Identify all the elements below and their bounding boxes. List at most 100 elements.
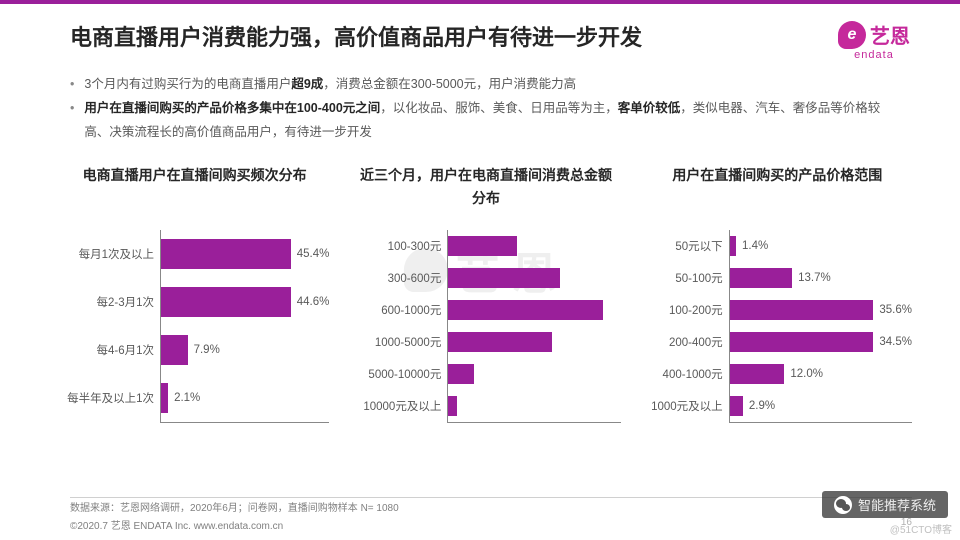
bar-row: 每2-3月1次 44.6% bbox=[60, 278, 329, 326]
bar-label: 50-100元 bbox=[643, 270, 729, 286]
bar-area: 35.6% bbox=[729, 294, 912, 326]
bullet-text: 用户在直播间购买的产品价格多集中在100-400元之间，以化妆品、服饰、美食、日… bbox=[84, 97, 890, 145]
wechat-tag: 智能推荐系统 bbox=[822, 491, 948, 518]
bar-row: 50-100元 13.7% bbox=[643, 262, 912, 294]
bar bbox=[448, 364, 474, 384]
bar-row: 1000元及以上2.9% bbox=[643, 390, 912, 422]
page-title: 电商直播用户消费能力强，高价值商品用户有待进一步开发 bbox=[70, 20, 838, 52]
chart-title: 电商直播用户在直播间购买频次分布 bbox=[60, 164, 329, 212]
bar-row: 600-1000元 bbox=[351, 294, 620, 326]
bar-label: 每半年及以上1次 bbox=[60, 390, 160, 406]
bar-row: 每半年及以上1次 2.1% bbox=[60, 374, 329, 422]
chart-title: 用户在直播间购买的产品价格范围 bbox=[643, 164, 912, 212]
bar-area: 13.7% bbox=[729, 262, 912, 294]
blog-tag: @51CTO博客 bbox=[890, 521, 952, 536]
charts-container: 电商直播用户在直播间购买频次分布每月1次及以上 45.4% 每2-3月1次 44.6%… bbox=[0, 144, 960, 423]
x-axis bbox=[447, 422, 620, 423]
bar-value: 34.5% bbox=[879, 336, 912, 348]
bar bbox=[730, 364, 785, 384]
bar-area: 45.4% bbox=[160, 230, 329, 278]
bullet-pre: 3个月内有过购买行为的电商直播用户 bbox=[84, 77, 291, 91]
bar-label: 1000元及以上 bbox=[643, 398, 729, 414]
bar-row: 300-600元 bbox=[351, 262, 620, 294]
bullet-bold: 超9成 bbox=[291, 77, 323, 91]
bar-area bbox=[447, 358, 620, 390]
bar-area: 7.9% bbox=[160, 326, 329, 374]
bar-row: 400-1000元 12.0% bbox=[643, 358, 912, 390]
bar-area: 2.9% bbox=[729, 390, 912, 422]
bullet-list: • 3个月内有过购买行为的电商直播用户超9成，消费总金额在300-5000元，用… bbox=[0, 61, 960, 144]
bar-row: 100-200元35.6% bbox=[643, 294, 912, 326]
bar bbox=[161, 239, 291, 269]
bullet-dot-icon: • bbox=[70, 73, 74, 97]
bar bbox=[730, 268, 792, 288]
chart-body: 100-300元 300-600元 600-1000元 1000-5000元 5000-… bbox=[351, 230, 620, 423]
bar bbox=[448, 396, 457, 416]
bar bbox=[448, 268, 560, 288]
bar bbox=[730, 236, 736, 256]
bar-value: 44.6% bbox=[297, 296, 330, 308]
bar-row: 每4-6月1次 7.9% bbox=[60, 326, 329, 374]
bar-row: 5000-10000元 bbox=[351, 358, 620, 390]
bullet-text: 3个月内有过购买行为的电商直播用户超9成，消费总金额在300-5000元，用户消… bbox=[84, 73, 576, 97]
bar-label: 50元以下 bbox=[643, 238, 729, 254]
bar-value: 45.4% bbox=[297, 248, 330, 260]
logo-subtext: endata bbox=[854, 49, 894, 61]
wechat-tag-text: 智能推荐系统 bbox=[858, 495, 936, 514]
bullet-bold: 客单价较低 bbox=[618, 101, 681, 115]
bar-area bbox=[447, 262, 620, 294]
bullet-mid: ，消费总金额在300-5000元，用户消费能力高 bbox=[323, 77, 576, 91]
chart-title: 近三个月，用户在电商直播间消费总金额分布 bbox=[351, 164, 620, 212]
bullet-bold: 用户在直播间购买的产品价格多集中在100-400元之间 bbox=[84, 101, 380, 115]
bar-area: 34.5% bbox=[729, 326, 912, 358]
bar-row: 200-400元 34.5% bbox=[643, 326, 912, 358]
bullet-mid: ，以化妆品、服饰、美食、日用品等为主， bbox=[380, 101, 618, 115]
bar-label: 200-400元 bbox=[643, 334, 729, 350]
bar-area: 1.4% bbox=[729, 230, 912, 262]
chart: 电商直播用户在直播间购买频次分布每月1次及以上 45.4% 每2-3月1次 44.6%… bbox=[60, 164, 329, 423]
bar-label: 每月1次及以上 bbox=[60, 246, 160, 262]
bar-label: 1000-5000元 bbox=[351, 334, 447, 350]
bar-area bbox=[447, 294, 620, 326]
bar-value: 1.4% bbox=[742, 240, 768, 252]
bar-row: 10000元及以上 bbox=[351, 390, 620, 422]
bar-label: 100-300元 bbox=[351, 238, 447, 254]
bar-row: 100-300元 bbox=[351, 230, 620, 262]
bar bbox=[161, 287, 291, 317]
bar-label: 每4-6月1次 bbox=[60, 342, 160, 358]
chart-body: 每月1次及以上 45.4% 每2-3月1次 44.6% 每4-6月1次 7.9% 每半年及以… bbox=[60, 230, 329, 423]
bar-value: 12.0% bbox=[790, 368, 823, 380]
bar bbox=[161, 335, 188, 365]
data-source-footnote: 数据来源：艺恩网络调研，2020年6月；问卷网，直播间购物样本 N= 1080 bbox=[70, 499, 399, 514]
bar-value: 2.1% bbox=[174, 392, 200, 404]
x-axis bbox=[160, 422, 329, 423]
bar-label: 600-1000元 bbox=[351, 302, 447, 318]
chart: 用户在直播间购买的产品价格范围 50元以下 1.4% 50-100元 13.7% 100-… bbox=[643, 164, 912, 423]
bar-label: 10000元及以上 bbox=[351, 398, 447, 414]
bar-label: 5000-10000元 bbox=[351, 366, 447, 382]
bar-label: 400-1000元 bbox=[643, 366, 729, 382]
bar-value: 7.9% bbox=[194, 344, 220, 356]
bar bbox=[161, 383, 168, 413]
brand-logo: e 艺恩 endata bbox=[838, 20, 910, 61]
bar-row: 1000-5000元 bbox=[351, 326, 620, 358]
bar-area bbox=[447, 326, 620, 358]
bar bbox=[448, 236, 517, 256]
bar-area: 12.0% bbox=[729, 358, 912, 390]
copyright-text: ©2020.7 艺恩 ENDATA Inc. www.endata.com.cn bbox=[70, 517, 283, 532]
logo-text: 艺恩 bbox=[870, 20, 910, 49]
bullet-item: • 3个月内有过购买行为的电商直播用户超9成，消费总金额在300-5000元，用… bbox=[70, 73, 890, 97]
bar-value: 13.7% bbox=[798, 272, 831, 284]
header: 电商直播用户消费能力强，高价值商品用户有待进一步开发 e 艺恩 endata bbox=[0, 4, 960, 61]
bar-area bbox=[447, 230, 620, 262]
bar-row: 50元以下 1.4% bbox=[643, 230, 912, 262]
wechat-icon bbox=[834, 496, 852, 514]
bar bbox=[448, 332, 551, 352]
footer-divider bbox=[70, 497, 912, 498]
bar bbox=[730, 396, 743, 416]
bar bbox=[448, 300, 603, 320]
chart-body: 50元以下1.4%50-100元13.7%100-200元35.6%200-40… bbox=[643, 230, 912, 423]
chart: 近三个月，用户在电商直播间消费总金额分布 100-300元 300-600元 600-… bbox=[351, 164, 620, 423]
logo-icon: e bbox=[838, 21, 866, 49]
bar-label: 每2-3月1次 bbox=[60, 294, 160, 310]
